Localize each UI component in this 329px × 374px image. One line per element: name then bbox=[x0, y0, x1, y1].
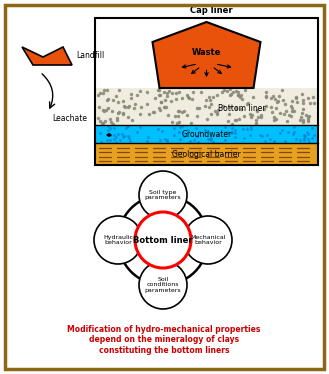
Text: Landfill: Landfill bbox=[76, 50, 104, 59]
Text: Soil type
parameters: Soil type parameters bbox=[145, 190, 181, 200]
Text: Cap liner: Cap liner bbox=[190, 6, 233, 15]
Bar bbox=[95, 88, 318, 125]
Text: Hydraulic
behavior: Hydraulic behavior bbox=[103, 234, 133, 245]
Text: Groundwater: Groundwater bbox=[181, 129, 232, 138]
Bar bbox=[95, 143, 318, 165]
Text: Leachate: Leachate bbox=[52, 113, 87, 123]
Text: Waste: Waste bbox=[192, 47, 221, 56]
Circle shape bbox=[139, 261, 187, 309]
Text: Soil
conditions
parameters: Soil conditions parameters bbox=[145, 277, 181, 293]
Polygon shape bbox=[153, 22, 261, 88]
Text: Bottom liner: Bottom liner bbox=[133, 236, 193, 245]
Polygon shape bbox=[22, 47, 72, 65]
Text: Bottom liner: Bottom liner bbox=[218, 104, 265, 113]
Text: Mechanical
behavior: Mechanical behavior bbox=[190, 234, 226, 245]
Circle shape bbox=[139, 171, 187, 219]
Circle shape bbox=[135, 212, 191, 268]
Circle shape bbox=[184, 216, 232, 264]
Text: Geological barrier: Geological barrier bbox=[172, 150, 241, 159]
Circle shape bbox=[94, 216, 142, 264]
Bar bbox=[95, 18, 318, 165]
Text: Modification of hydro-mechanical properties
depend on the mineralogy of clays
co: Modification of hydro-mechanical propert… bbox=[67, 325, 261, 355]
Bar bbox=[95, 125, 318, 143]
